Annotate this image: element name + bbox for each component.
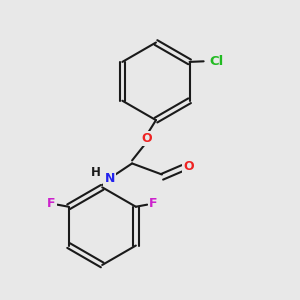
Text: H: H xyxy=(90,166,100,179)
Text: N: N xyxy=(104,172,115,185)
Text: O: O xyxy=(142,132,152,145)
Text: F: F xyxy=(47,197,56,210)
Text: O: O xyxy=(183,160,194,173)
Text: Cl: Cl xyxy=(209,55,223,68)
Text: F: F xyxy=(149,197,158,210)
